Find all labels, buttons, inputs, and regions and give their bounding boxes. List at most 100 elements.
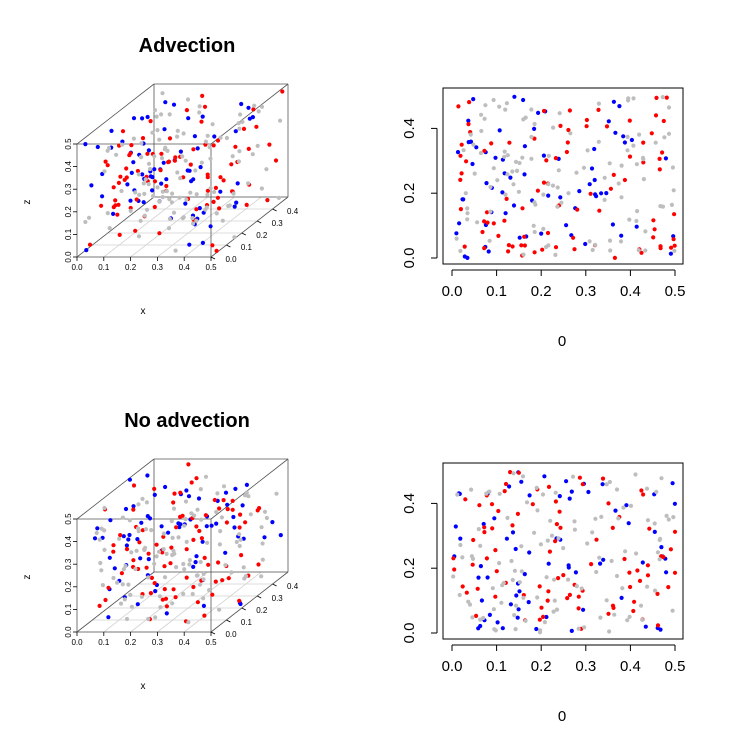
- data-point-gray: [546, 243, 551, 248]
- data-point-gray: [133, 566, 138, 572]
- data-point-gray: [180, 216, 185, 221]
- y-tick-label: 0.0: [401, 248, 418, 269]
- data-point-blue: [192, 134, 197, 139]
- data-point-gray: [183, 499, 189, 504]
- x-tick-label: 0.1: [98, 263, 110, 272]
- box-edge: [210, 83, 289, 145]
- data-point-blue: [564, 479, 569, 484]
- data-point-red: [600, 476, 606, 481]
- y-tick-label: 0.4: [287, 582, 299, 591]
- data-point-gray: [143, 177, 148, 182]
- data-point-red: [671, 237, 676, 242]
- data-point-gray: [238, 537, 243, 542]
- data-point-gray: [182, 567, 187, 572]
- data-point-gray: [607, 238, 613, 243]
- y-tick-label: 0.4: [401, 493, 418, 514]
- data-point-red: [145, 151, 150, 156]
- data-point-gray: [207, 145, 212, 150]
- data-point-red: [482, 525, 487, 530]
- data-point-blue: [606, 119, 611, 124]
- data-point-blue: [184, 488, 189, 493]
- data-point-gray: [264, 167, 269, 172]
- data-point-gray: [568, 131, 573, 136]
- data-point-blue: [592, 177, 597, 183]
- data-point-blue: [522, 144, 528, 149]
- data-point-gray: [493, 628, 498, 633]
- z-tick-label: 0.4: [64, 535, 73, 547]
- data-point-gray: [616, 181, 621, 186]
- data-point-gray: [169, 519, 174, 524]
- data-point-gray: [259, 574, 264, 579]
- data-point-blue: [223, 490, 229, 495]
- data-point-gray: [120, 515, 125, 520]
- data-point-red: [639, 488, 644, 493]
- y-tick-label: 0.2: [256, 231, 268, 240]
- data-point-red: [545, 598, 550, 603]
- data-point-blue: [468, 139, 473, 144]
- data-point-red: [651, 218, 656, 223]
- data-point-gray: [260, 557, 265, 562]
- data-point-blue: [196, 496, 202, 501]
- data-point-blue: [193, 560, 198, 565]
- data-point-red: [561, 573, 566, 578]
- no-advection-2d-points: [451, 470, 678, 635]
- data-point-blue: [225, 502, 230, 507]
- data-point-red: [225, 507, 230, 512]
- data-point-blue: [486, 249, 491, 254]
- data-point-red: [215, 138, 221, 143]
- data-point-gray: [192, 513, 197, 518]
- data-point-red: [213, 185, 218, 190]
- data-point-gray: [652, 588, 658, 593]
- data-point-gray: [593, 516, 598, 521]
- data-point-red: [482, 530, 487, 535]
- box-edge: [76, 458, 155, 520]
- data-point-red: [103, 597, 108, 603]
- x-tick-label: 0.4: [179, 638, 191, 647]
- data-point-gray: [83, 219, 88, 225]
- data-point-gray: [198, 559, 203, 565]
- data-point-gray: [550, 183, 556, 188]
- data-point-red: [280, 89, 285, 94]
- data-point-red: [169, 545, 174, 550]
- data-point-red: [651, 235, 656, 240]
- data-point-red: [541, 108, 547, 114]
- data-point-blue: [485, 575, 490, 580]
- z-tick-label: 0.2: [64, 581, 73, 593]
- data-point-gray: [458, 248, 463, 254]
- box-edge: [76, 196, 155, 258]
- data-point-gray: [230, 154, 235, 159]
- data-point-red: [660, 150, 665, 155]
- data-point-gray: [175, 128, 180, 133]
- data-point-gray: [232, 235, 237, 240]
- data-point-red: [610, 603, 616, 608]
- data-point-red: [195, 600, 200, 605]
- data-point-blue: [510, 530, 516, 535]
- data-point-red: [194, 207, 199, 212]
- data-point-gray: [122, 597, 127, 602]
- data-point-gray: [193, 168, 198, 173]
- data-point-blue: [462, 254, 467, 259]
- x-tick-label: 0.4: [620, 658, 641, 675]
- data-point-red: [565, 140, 570, 145]
- data-point-blue: [536, 110, 541, 115]
- data-point-blue: [232, 525, 237, 530]
- data-point-gray: [224, 135, 229, 141]
- data-point-red: [254, 124, 259, 129]
- z-tick-label: 0.0: [64, 626, 73, 638]
- data-point-gray: [140, 496, 145, 501]
- data-point-gray: [154, 114, 159, 119]
- data-point-gray: [107, 226, 112, 231]
- data-point-gray: [127, 518, 132, 523]
- data-point-gray: [472, 171, 477, 176]
- data-point-red: [215, 195, 220, 200]
- data-point-red: [480, 229, 485, 235]
- data-point-red: [567, 592, 573, 598]
- data-point-gray: [185, 97, 191, 102]
- data-point-gray: [236, 159, 241, 164]
- data-point-gray: [128, 592, 133, 598]
- data-point-blue: [515, 615, 520, 620]
- data-point-gray: [503, 192, 508, 197]
- data-point-gray: [598, 615, 603, 620]
- data-point-red: [116, 180, 121, 185]
- data-point-blue: [569, 628, 574, 634]
